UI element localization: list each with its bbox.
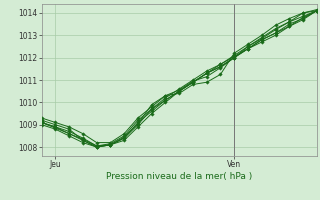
X-axis label: Pression niveau de la mer( hPa ): Pression niveau de la mer( hPa ) [106,172,252,181]
